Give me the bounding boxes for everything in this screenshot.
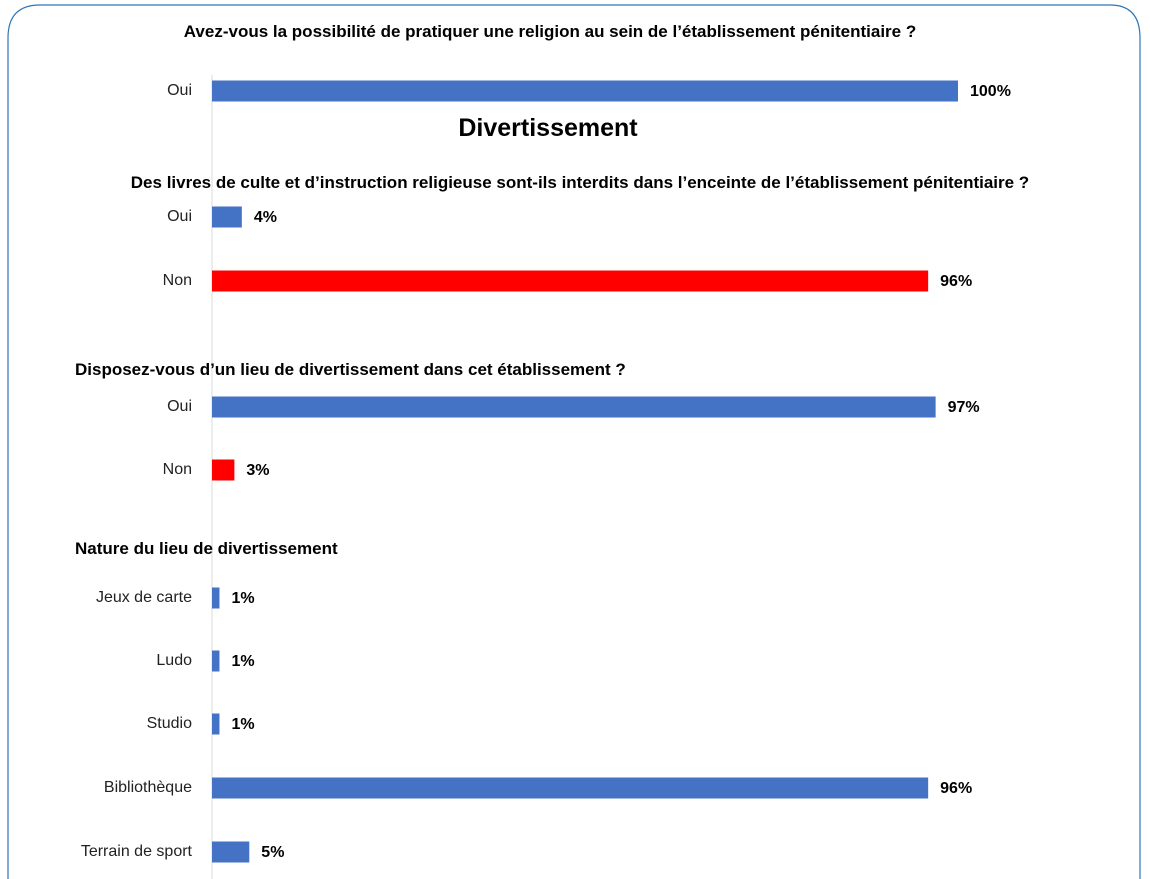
category-label: Studio (147, 715, 192, 732)
category-label: Ludo (156, 652, 192, 669)
category-label: Oui (167, 82, 192, 99)
category-label: Oui (167, 398, 192, 415)
chart-title: Des livres de culte et d’instruction rel… (130, 173, 1030, 192)
chart-title: Avez-vous la possibilité de pratiquer un… (183, 22, 917, 41)
heading: Divertissement (458, 114, 638, 142)
value-label: 1% (231, 653, 254, 670)
value-label: 97% (948, 399, 980, 416)
bar (212, 459, 235, 481)
bar (212, 270, 929, 292)
bar (212, 713, 220, 735)
value-label: 1% (231, 716, 254, 733)
value-label: 4% (254, 209, 277, 226)
bar (212, 396, 936, 418)
bar (212, 650, 220, 672)
category-label: Jeux de carte (96, 589, 192, 606)
value-label: 5% (261, 844, 284, 861)
value-label: 1% (231, 590, 254, 607)
frame (7, 4, 1141, 879)
category-label: Oui (167, 208, 192, 225)
bar (212, 80, 958, 102)
category-label: Bibliothèque (104, 779, 192, 796)
category-label: Non (163, 461, 192, 478)
value-label: 96% (940, 780, 972, 797)
bar (212, 206, 242, 228)
category-label: Terrain de sport (81, 843, 193, 860)
value-label: 96% (940, 273, 972, 290)
category-label: Non (163, 272, 192, 289)
value-label: 100% (970, 83, 1011, 100)
chart-title: Nature du lieu de divertissement (75, 539, 338, 558)
bar (212, 777, 929, 799)
bar (212, 587, 220, 609)
bar (212, 841, 250, 863)
chart-title: Disposez-vous d’un lieu de divertissemen… (75, 360, 626, 379)
value-label: 3% (246, 462, 269, 479)
